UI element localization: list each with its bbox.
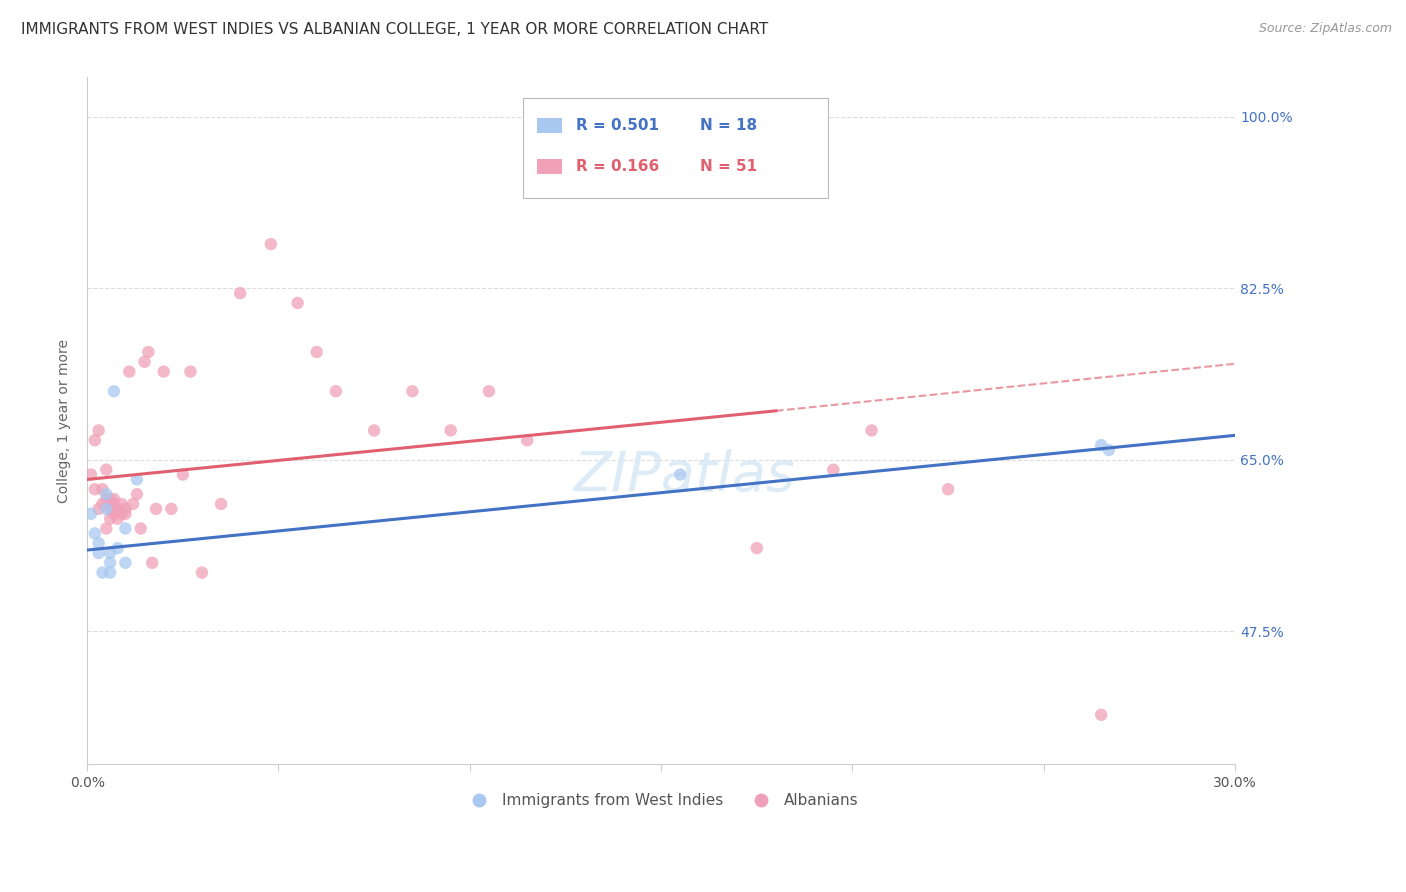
Point <box>96 501 118 516</box>
Text: IMMIGRANTS FROM WEST INDIES VS ALBANIAN COLLEGE, 1 YEAR OR MORE CORRELATION CHAR: IMMIGRANTS FROM WEST INDIES VS ALBANIAN … <box>21 22 768 37</box>
Point <box>87 424 110 438</box>
Point <box>87 546 110 560</box>
Point <box>83 526 105 541</box>
Legend: Immigrants from West Indies, Albanians: Immigrants from West Indies, Albanians <box>457 788 865 814</box>
Point <box>83 483 105 497</box>
Point <box>160 501 183 516</box>
Point <box>745 541 768 555</box>
Point <box>96 487 118 501</box>
Point <box>179 365 201 379</box>
Text: ZIPatlas: ZIPatlas <box>574 449 794 502</box>
Point <box>98 566 121 580</box>
Point <box>114 521 136 535</box>
Point <box>209 497 232 511</box>
Point <box>91 483 114 497</box>
Point <box>103 497 125 511</box>
Point <box>1090 438 1112 452</box>
Point <box>114 556 136 570</box>
Point <box>138 345 160 359</box>
Text: R = 0.166: R = 0.166 <box>576 159 659 174</box>
Point <box>401 384 423 399</box>
Text: N = 51: N = 51 <box>700 159 758 174</box>
Point <box>103 491 125 506</box>
Point <box>305 345 328 359</box>
Point <box>122 497 145 511</box>
Text: Source: ZipAtlas.com: Source: ZipAtlas.com <box>1258 22 1392 36</box>
Text: N = 18: N = 18 <box>700 118 758 133</box>
Point <box>91 497 114 511</box>
Point <box>325 384 347 399</box>
Point <box>98 546 121 560</box>
Y-axis label: College, 1 year or more: College, 1 year or more <box>58 339 72 502</box>
FancyBboxPatch shape <box>537 159 562 174</box>
Point <box>114 501 136 516</box>
Point <box>1090 707 1112 722</box>
FancyBboxPatch shape <box>523 98 828 197</box>
Point <box>103 384 125 399</box>
Point <box>98 491 121 506</box>
Point <box>669 467 692 482</box>
Point <box>145 501 167 516</box>
Point <box>114 507 136 521</box>
FancyBboxPatch shape <box>537 118 562 133</box>
Point <box>134 355 156 369</box>
Point <box>152 365 174 379</box>
Point <box>83 434 105 448</box>
Point <box>363 424 385 438</box>
Point <box>98 556 121 570</box>
Point <box>118 365 141 379</box>
Point <box>96 521 118 535</box>
Point <box>110 497 132 511</box>
Point <box>125 473 148 487</box>
Point <box>107 511 129 525</box>
Point <box>96 463 118 477</box>
Point <box>107 501 129 516</box>
Point <box>96 491 118 506</box>
Point <box>91 566 114 580</box>
Point <box>516 434 538 448</box>
Point <box>440 424 463 438</box>
Point <box>287 296 309 310</box>
Point <box>98 501 121 516</box>
Point <box>80 507 103 521</box>
Point <box>823 463 845 477</box>
Point <box>125 487 148 501</box>
Point <box>103 507 125 521</box>
Point <box>141 556 163 570</box>
Point <box>936 483 959 497</box>
Point <box>98 511 121 525</box>
Point <box>107 541 129 555</box>
Point <box>478 384 501 399</box>
Point <box>129 521 152 535</box>
Point <box>110 507 132 521</box>
Point <box>87 536 110 550</box>
Point <box>860 424 883 438</box>
Point <box>80 467 103 482</box>
Text: R = 0.501: R = 0.501 <box>576 118 659 133</box>
Point <box>260 237 283 252</box>
Point <box>1098 443 1121 458</box>
Point <box>172 467 194 482</box>
Point <box>87 501 110 516</box>
Point <box>191 566 214 580</box>
Point <box>229 286 252 301</box>
